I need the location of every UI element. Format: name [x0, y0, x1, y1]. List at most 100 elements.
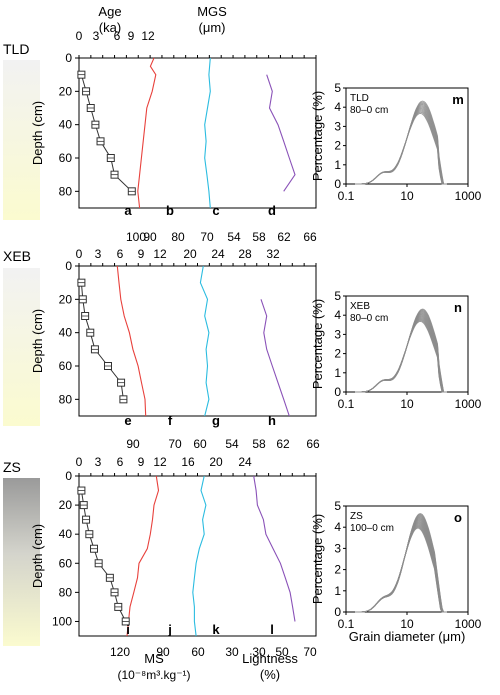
pct-tick-label: 4 [334, 308, 341, 322]
grain-tick-label: 1000 [455, 617, 482, 631]
ms-line [116, 265, 147, 417]
ms-line [137, 57, 157, 209]
grain-tick-label: 10 [400, 617, 414, 631]
grain-size-curve [355, 313, 447, 393]
pct-tick-label: 3 [334, 327, 341, 341]
axis-tick-label: 12 [153, 455, 167, 469]
axis-tick-label: 66 [303, 230, 317, 244]
distribution-letter: m [452, 92, 464, 107]
depth-tick-label: 0 [65, 51, 72, 65]
grain-tick-label: 10 [400, 397, 414, 411]
pct-tick-label: 2 [334, 139, 341, 153]
axis-tick-label: 70 [303, 645, 317, 659]
axis-tick-label: 16 [181, 455, 195, 469]
pct-tick-label: 1 [334, 158, 341, 172]
pct-tick-label: 3 [334, 119, 341, 133]
depth-tick-label: 80 [59, 585, 73, 599]
distribution-letter: o [454, 510, 462, 525]
pct-tick-label: 2 [334, 347, 341, 361]
depth-tick-label: 60 [59, 151, 73, 165]
axis-tick-label: 20 [183, 247, 197, 261]
axis-tick-label: 58 [252, 230, 266, 244]
axis-tick-label: 9 [138, 247, 145, 261]
grain-size-curve [355, 524, 447, 613]
distribution-range-label: 100–0 cm [350, 523, 394, 534]
panel-letter: f [168, 413, 173, 428]
depth-tick-label: 40 [59, 527, 73, 541]
color-strip-xeb [3, 268, 40, 426]
grain-tick-label: 1000 [455, 189, 482, 203]
pct-tick-label: 0 [334, 605, 341, 619]
depth-tick-label: 40 [59, 118, 73, 132]
axis-tick-label: 0 [76, 455, 83, 469]
percentage-axis-title: Percentage (%) [310, 514, 325, 604]
depth-tick-label: 100 [52, 614, 72, 628]
pct-tick-label: 0 [334, 385, 341, 399]
panel-letter: c [212, 203, 219, 218]
axis-tick-label: 6 [117, 455, 124, 469]
age-axis-unit: (ka) [99, 20, 121, 35]
axis-tick-label: 30 [252, 645, 266, 659]
depth-axis-title: Depth (cm) [30, 309, 45, 373]
axis-tick-label: 80 [171, 230, 185, 244]
panel-letter: g [212, 413, 220, 428]
ms-axis-unit: (10⁻⁸m³.kg⁻¹) [117, 668, 190, 682]
grain-tick-label: 0.1 [338, 617, 355, 631]
panel-letter: i [126, 622, 130, 637]
percentage-axis-title: Percentage (%) [310, 91, 325, 181]
axis-tick-label: 0 [76, 247, 83, 261]
panel-letter: d [268, 203, 276, 218]
grain-size-curve [355, 522, 447, 613]
lightness-axis-unit: (%) [260, 667, 280, 682]
grain-size-curve [355, 105, 447, 185]
axis-tick-label: 34 [237, 0, 251, 3]
axis-tick-label: 6 [117, 247, 124, 261]
color-strip-zs [3, 478, 40, 646]
axis-tick-label: 12 [153, 247, 167, 261]
axis-tick-label: 6 [114, 29, 121, 43]
axis-tick-label: 3 [93, 29, 100, 43]
panel-letter: l [270, 622, 274, 637]
site-label-xeb: XEB [3, 248, 31, 264]
axis-tick-label: 90 [143, 230, 157, 244]
depth-tick-label: 60 [59, 359, 73, 373]
grain-size-curve [355, 523, 447, 613]
depth-tick-label: 20 [59, 84, 73, 98]
axis-tick-label: 54 [225, 437, 239, 451]
axis-tick-label: 66 [306, 437, 320, 451]
panel-letter: h [268, 413, 276, 428]
mgs-line [204, 57, 211, 209]
axis-tick-label: 9 [138, 455, 145, 469]
panel-letter: e [124, 413, 131, 428]
lightness-axis-title: Lightness [242, 651, 298, 666]
grain-tick-label: 10 [400, 189, 414, 203]
axis-tick-label: 50 [275, 645, 289, 659]
axis-tick-label: 70 [200, 230, 214, 244]
grain-tick-label: 1000 [455, 397, 482, 411]
grain-tick-label: 0.1 [338, 397, 355, 411]
axis-tick-label: 24 [238, 455, 252, 469]
axis-tick-label: 24 [211, 247, 225, 261]
age-axis-title: Age [98, 4, 121, 19]
depth-tick-label: 0 [65, 469, 72, 483]
axis-tick-label: 58 [252, 437, 266, 451]
depth-tick-label: 0 [65, 259, 72, 273]
depth-axis-title: Depth (cm) [30, 524, 45, 588]
axis-tick-label: 60 [193, 437, 207, 451]
grain-size-curve [355, 311, 447, 393]
color-strip-tld [3, 60, 40, 220]
distribution-site-label: TLD [350, 93, 369, 104]
mgs-axis-title: MGS [197, 4, 227, 19]
lightness-line [253, 475, 296, 622]
axis-tick-label: 16 [159, 0, 173, 3]
axis-tick-label: 12 [141, 29, 155, 43]
axis-tick-label: 20 [209, 455, 223, 469]
site-label-tld: TLD [3, 41, 29, 57]
depth-tick-label: 20 [59, 498, 73, 512]
pct-tick-label: 5 [334, 81, 341, 95]
lightness-line [266, 74, 296, 192]
panel-letter: j [167, 622, 172, 637]
distribution-site-label: XEB [350, 301, 370, 312]
axis-tick-label: 9 [128, 29, 135, 43]
